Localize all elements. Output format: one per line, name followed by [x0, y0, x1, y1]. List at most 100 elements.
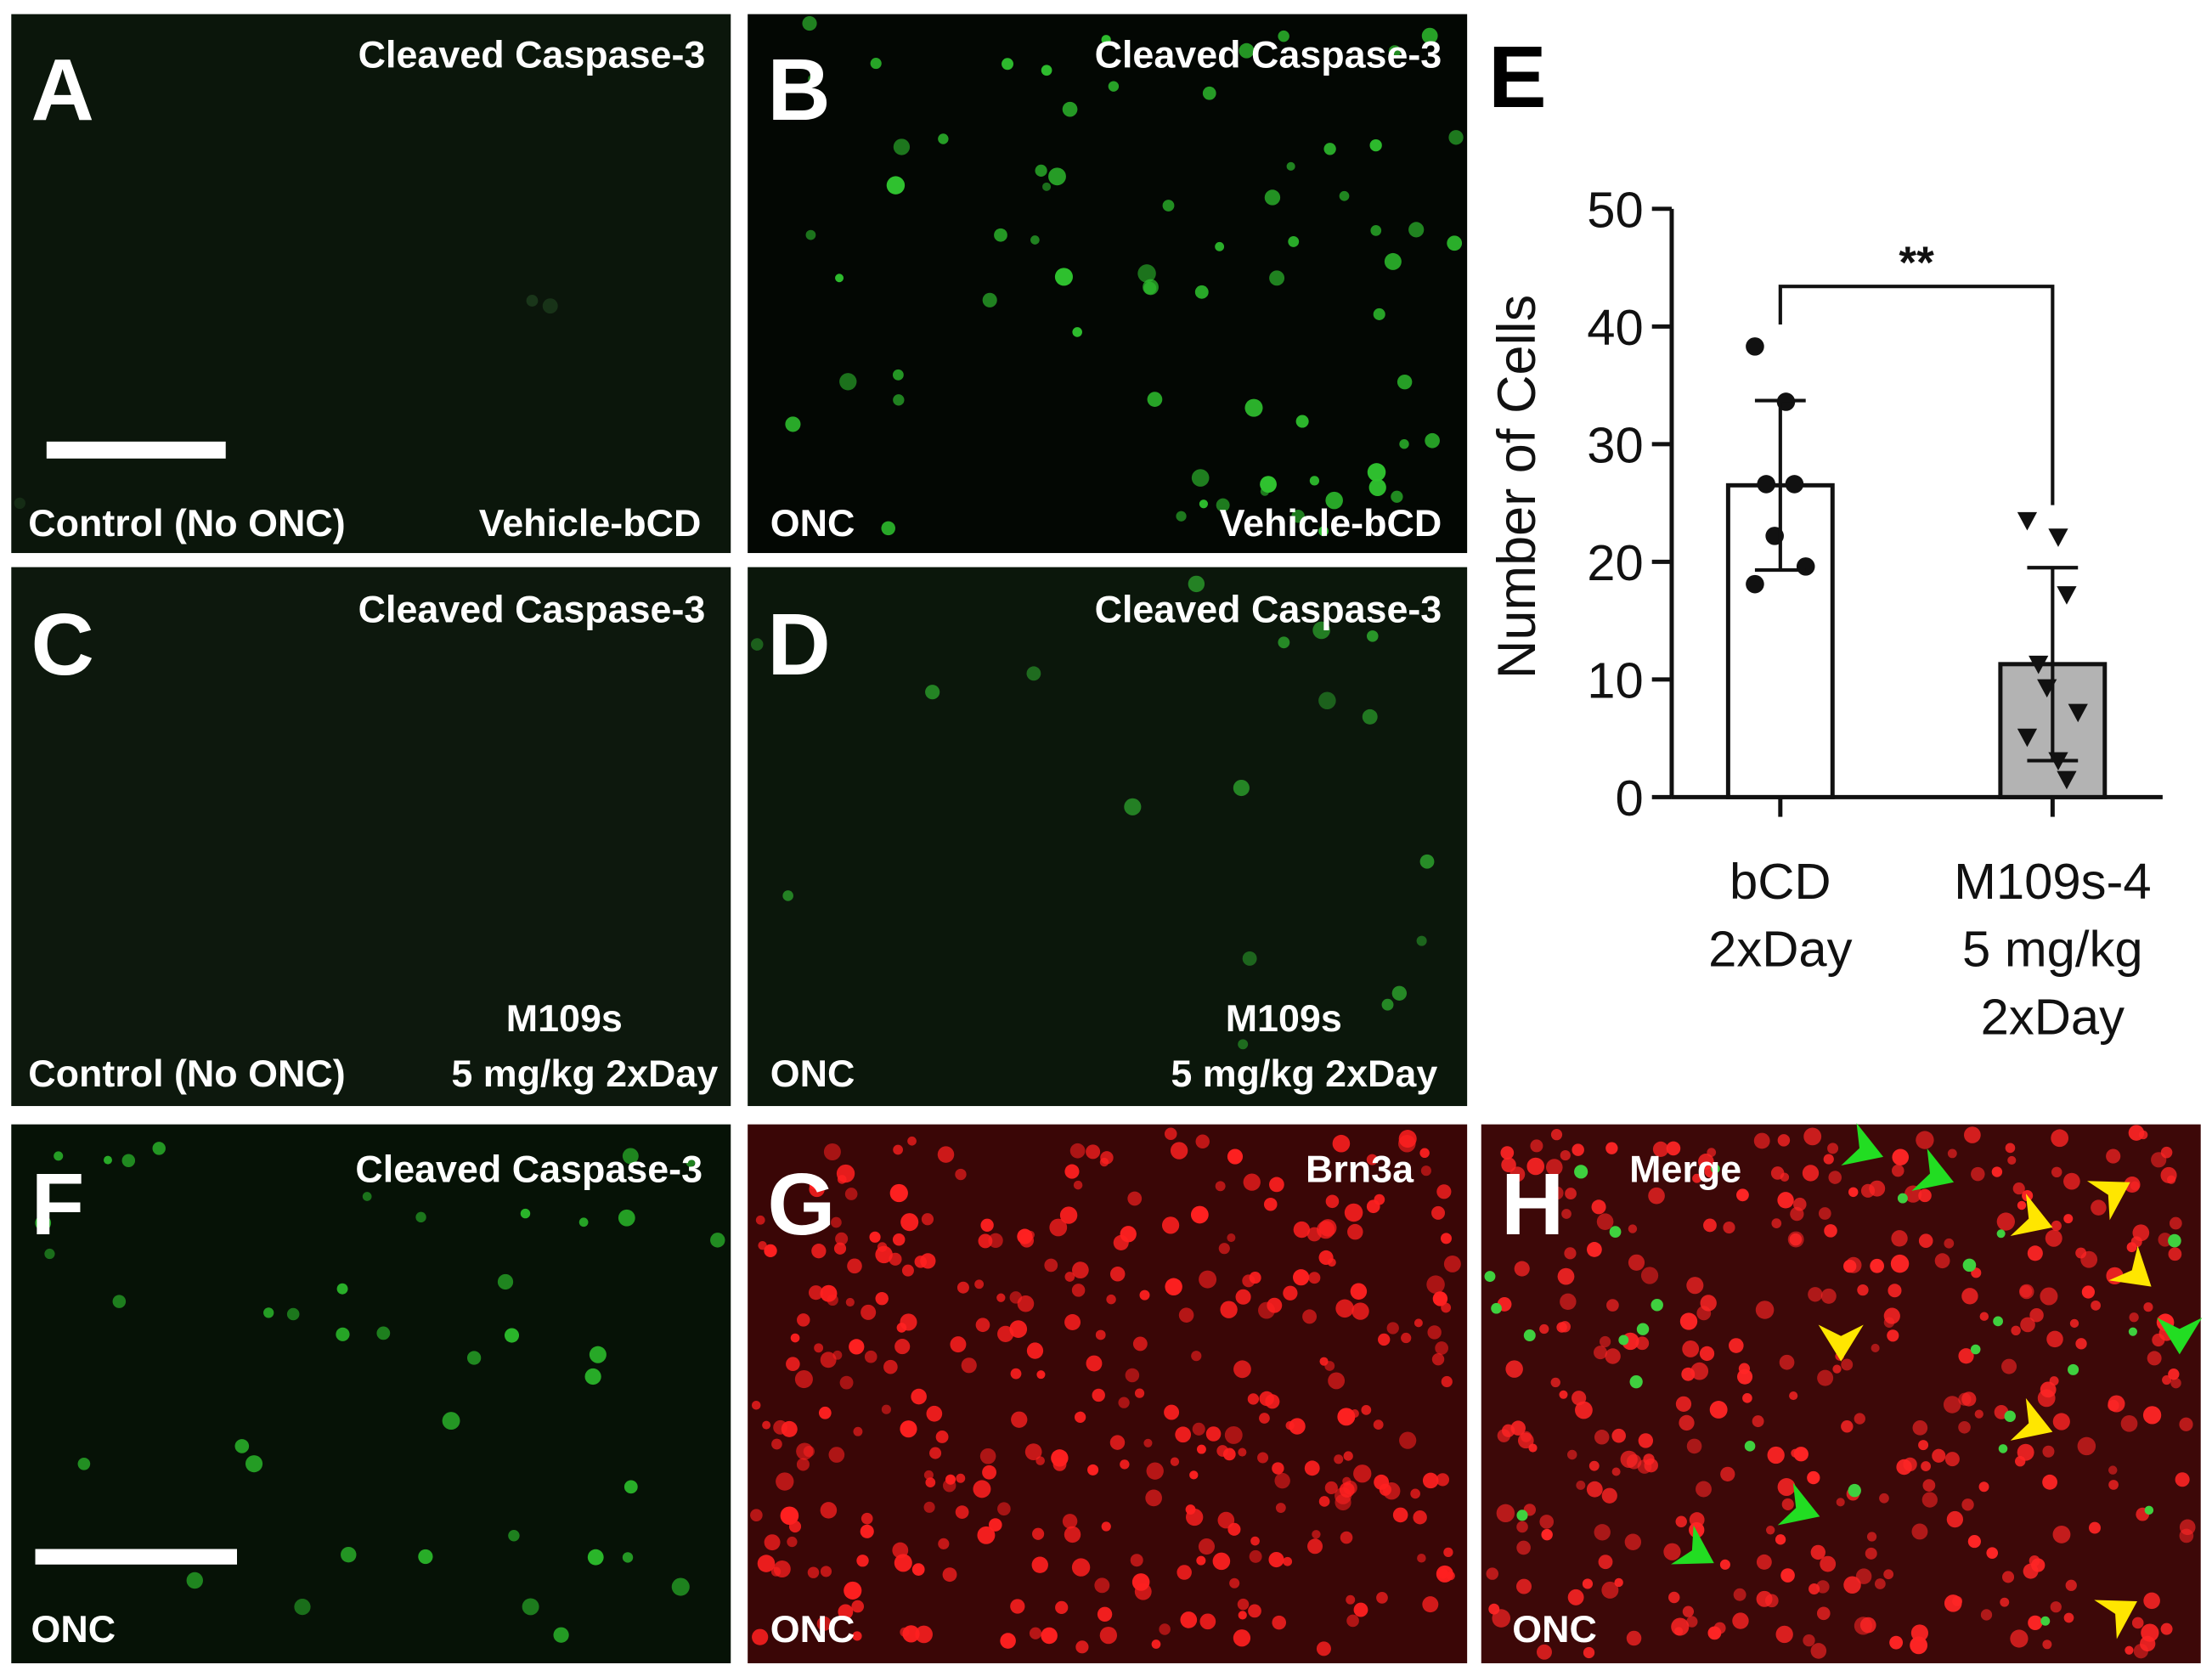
cell: [1302, 1309, 1318, 1324]
data-point: [2068, 703, 2088, 723]
cell: [911, 1388, 927, 1405]
scale-bar: [46, 441, 226, 459]
cell: [1952, 1595, 1963, 1606]
panel-label: Control (No ONC): [28, 1052, 346, 1095]
arrowhead: [2086, 1181, 2130, 1221]
cell: [893, 394, 905, 406]
cell: [1523, 1329, 1536, 1342]
cell: [1516, 1540, 1531, 1555]
cell: [1295, 415, 1309, 428]
cell: [1062, 101, 1078, 117]
cell: [1932, 1448, 1946, 1463]
cell: [809, 1177, 822, 1190]
cell: [1911, 1523, 1928, 1540]
cell: [833, 1242, 847, 1255]
cell: [1227, 1233, 1236, 1243]
cell: [1242, 951, 1257, 966]
cell: [341, 1546, 357, 1563]
cell: [1247, 1393, 1260, 1405]
cell: [2011, 1325, 2021, 1336]
cell: [1675, 1515, 1687, 1527]
cell: [2168, 1368, 2180, 1380]
cell: [2063, 1172, 2080, 1190]
cell: [2010, 1629, 2029, 1648]
panel-label: ONC: [31, 1607, 116, 1651]
cell: [1036, 1370, 1046, 1380]
cell: [1048, 167, 1066, 186]
cell: [875, 1291, 889, 1306]
cell: [923, 1470, 934, 1480]
cell: [2129, 1312, 2139, 1323]
cell: [1682, 1605, 1695, 1617]
cell: [1943, 1396, 1961, 1414]
cell: [1742, 1393, 1752, 1403]
panel-letter: A: [31, 41, 94, 138]
arrowhead: [1841, 1123, 1884, 1166]
cell: [376, 1326, 391, 1340]
cell: [1205, 1426, 1222, 1442]
cell: [1419, 854, 1435, 869]
cell: [1583, 1646, 1595, 1659]
data-point: [2017, 728, 2038, 748]
cell: [1980, 1609, 1993, 1621]
cell: [1366, 1199, 1380, 1214]
cell: [1764, 1594, 1779, 1608]
cell: [622, 1148, 639, 1165]
cell: [1191, 469, 1210, 487]
cell: [1998, 1444, 2008, 1453]
cell: [1526, 1157, 1545, 1176]
cell: [1958, 1392, 1972, 1406]
cell: [1071, 1261, 1089, 1278]
cell: [2018, 1284, 2034, 1300]
cell: [1401, 1332, 1412, 1344]
cell: [820, 1352, 837, 1368]
cell: [294, 1599, 311, 1616]
cell: [1195, 1134, 1210, 1148]
cell: [1549, 1186, 1564, 1200]
cell: [2120, 1414, 2138, 1432]
cell: [1436, 1473, 1450, 1487]
cell: [1215, 241, 1225, 251]
cell: [1051, 1449, 1069, 1467]
cell: [1075, 1640, 1089, 1654]
cell: [1233, 779, 1250, 797]
cell: [1686, 1616, 1698, 1628]
cell: [1391, 985, 1408, 1001]
cell: [1417, 1553, 1426, 1563]
cell: [418, 1549, 433, 1565]
cell: [1421, 27, 1438, 44]
cell: [1736, 1188, 1749, 1202]
cell: [1780, 1568, 1795, 1583]
cell: [1325, 491, 1343, 510]
cell: [807, 1566, 820, 1578]
cell: [1486, 1567, 1498, 1580]
cell: [2075, 1247, 2087, 1259]
cell: [1398, 1134, 1416, 1153]
cell: [762, 1420, 771, 1430]
cell: [2045, 1229, 2062, 1247]
cell: [1699, 1346, 1715, 1362]
cell: [851, 1600, 865, 1613]
cell: [1249, 1272, 1261, 1284]
cell: [1921, 1461, 1931, 1471]
cell: [1011, 1411, 1028, 1428]
panel-label: Cleaved Caspase-3: [1095, 587, 1442, 630]
cell: [785, 416, 801, 432]
cell: [2029, 1307, 2044, 1323]
cell: [894, 1554, 912, 1572]
cell: [2125, 1645, 2134, 1655]
cell: [751, 1400, 761, 1410]
cell: [907, 1136, 917, 1146]
error-bar: [2027, 566, 2079, 763]
cell: [796, 1458, 810, 1471]
cell: [1064, 1164, 1080, 1179]
data-point: [2057, 586, 2077, 605]
cell: [1145, 1489, 1162, 1507]
cell: [1325, 1194, 1340, 1209]
panel-label: ONC: [770, 1052, 855, 1095]
cell: [1496, 1504, 1515, 1523]
cell: [1816, 1580, 1830, 1594]
cell: [1808, 1287, 1823, 1302]
cell: [1419, 1148, 1430, 1159]
cell: [1681, 1367, 1696, 1381]
